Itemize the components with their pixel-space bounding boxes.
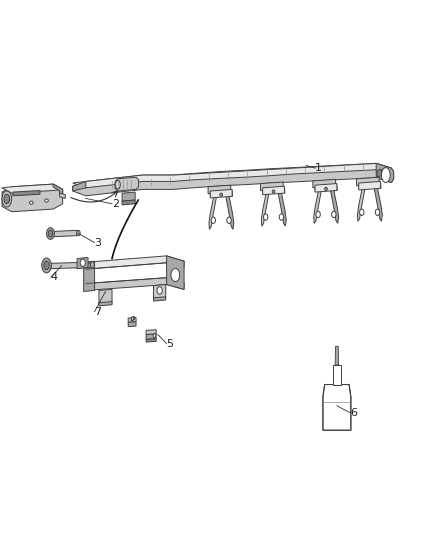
Polygon shape <box>226 189 234 229</box>
Ellipse shape <box>279 214 284 220</box>
Polygon shape <box>208 185 231 193</box>
Polygon shape <box>357 177 379 185</box>
Text: 6: 6 <box>350 408 357 418</box>
Polygon shape <box>376 164 394 182</box>
Polygon shape <box>146 334 156 340</box>
Ellipse shape <box>77 230 80 236</box>
Polygon shape <box>314 183 321 223</box>
Ellipse shape <box>227 217 231 223</box>
Polygon shape <box>128 318 136 322</box>
Polygon shape <box>331 183 339 223</box>
Ellipse shape <box>325 187 327 190</box>
Ellipse shape <box>42 258 51 273</box>
Ellipse shape <box>46 228 54 239</box>
Polygon shape <box>51 262 87 269</box>
Polygon shape <box>13 190 40 196</box>
Polygon shape <box>359 181 381 190</box>
Polygon shape <box>53 184 63 195</box>
Ellipse shape <box>171 268 180 281</box>
Ellipse shape <box>29 201 33 204</box>
Ellipse shape <box>80 259 85 266</box>
Ellipse shape <box>332 211 336 217</box>
Polygon shape <box>73 164 394 196</box>
Polygon shape <box>73 164 392 188</box>
Polygon shape <box>115 177 139 191</box>
Text: 3: 3 <box>95 238 102 247</box>
Ellipse shape <box>211 217 215 223</box>
Ellipse shape <box>45 199 48 202</box>
Polygon shape <box>335 346 339 365</box>
Ellipse shape <box>48 230 53 237</box>
Polygon shape <box>86 262 92 268</box>
Ellipse shape <box>157 287 162 294</box>
Ellipse shape <box>264 214 268 220</box>
Polygon shape <box>84 261 95 292</box>
Text: 1: 1 <box>315 163 322 173</box>
Polygon shape <box>374 181 382 221</box>
Ellipse shape <box>44 261 49 270</box>
Ellipse shape <box>220 193 223 196</box>
Polygon shape <box>323 384 351 430</box>
Text: 4: 4 <box>51 272 58 282</box>
Polygon shape <box>357 181 365 221</box>
Text: 2: 2 <box>112 199 119 209</box>
Ellipse shape <box>2 191 12 207</box>
Polygon shape <box>86 278 184 290</box>
Polygon shape <box>261 186 269 226</box>
Polygon shape <box>86 256 184 269</box>
Ellipse shape <box>375 209 380 215</box>
Polygon shape <box>313 179 336 188</box>
Polygon shape <box>73 181 86 191</box>
Ellipse shape <box>90 262 95 268</box>
Text: 5: 5 <box>166 338 173 349</box>
Polygon shape <box>2 184 63 193</box>
Polygon shape <box>209 189 216 229</box>
Polygon shape <box>146 330 156 335</box>
Ellipse shape <box>115 180 120 189</box>
Text: 7: 7 <box>95 306 102 317</box>
Ellipse shape <box>381 167 390 182</box>
Polygon shape <box>332 365 341 384</box>
Polygon shape <box>263 186 285 195</box>
Polygon shape <box>146 339 156 342</box>
Polygon shape <box>279 186 286 226</box>
Polygon shape <box>377 169 381 177</box>
Polygon shape <box>153 285 166 299</box>
Polygon shape <box>166 256 184 289</box>
Polygon shape <box>77 257 88 269</box>
Ellipse shape <box>272 190 275 193</box>
Polygon shape <box>261 182 283 190</box>
Polygon shape <box>99 289 112 304</box>
Ellipse shape <box>131 317 134 320</box>
Polygon shape <box>210 189 232 198</box>
Polygon shape <box>315 183 337 192</box>
Polygon shape <box>2 184 63 212</box>
Ellipse shape <box>153 334 155 337</box>
Polygon shape <box>99 302 112 306</box>
Polygon shape <box>128 322 136 327</box>
Polygon shape <box>53 230 77 237</box>
Ellipse shape <box>316 211 320 217</box>
Ellipse shape <box>360 209 364 215</box>
Polygon shape <box>122 200 135 205</box>
Ellipse shape <box>4 194 10 204</box>
Polygon shape <box>153 297 166 301</box>
Polygon shape <box>131 317 134 321</box>
Polygon shape <box>60 193 65 198</box>
Polygon shape <box>122 192 135 201</box>
